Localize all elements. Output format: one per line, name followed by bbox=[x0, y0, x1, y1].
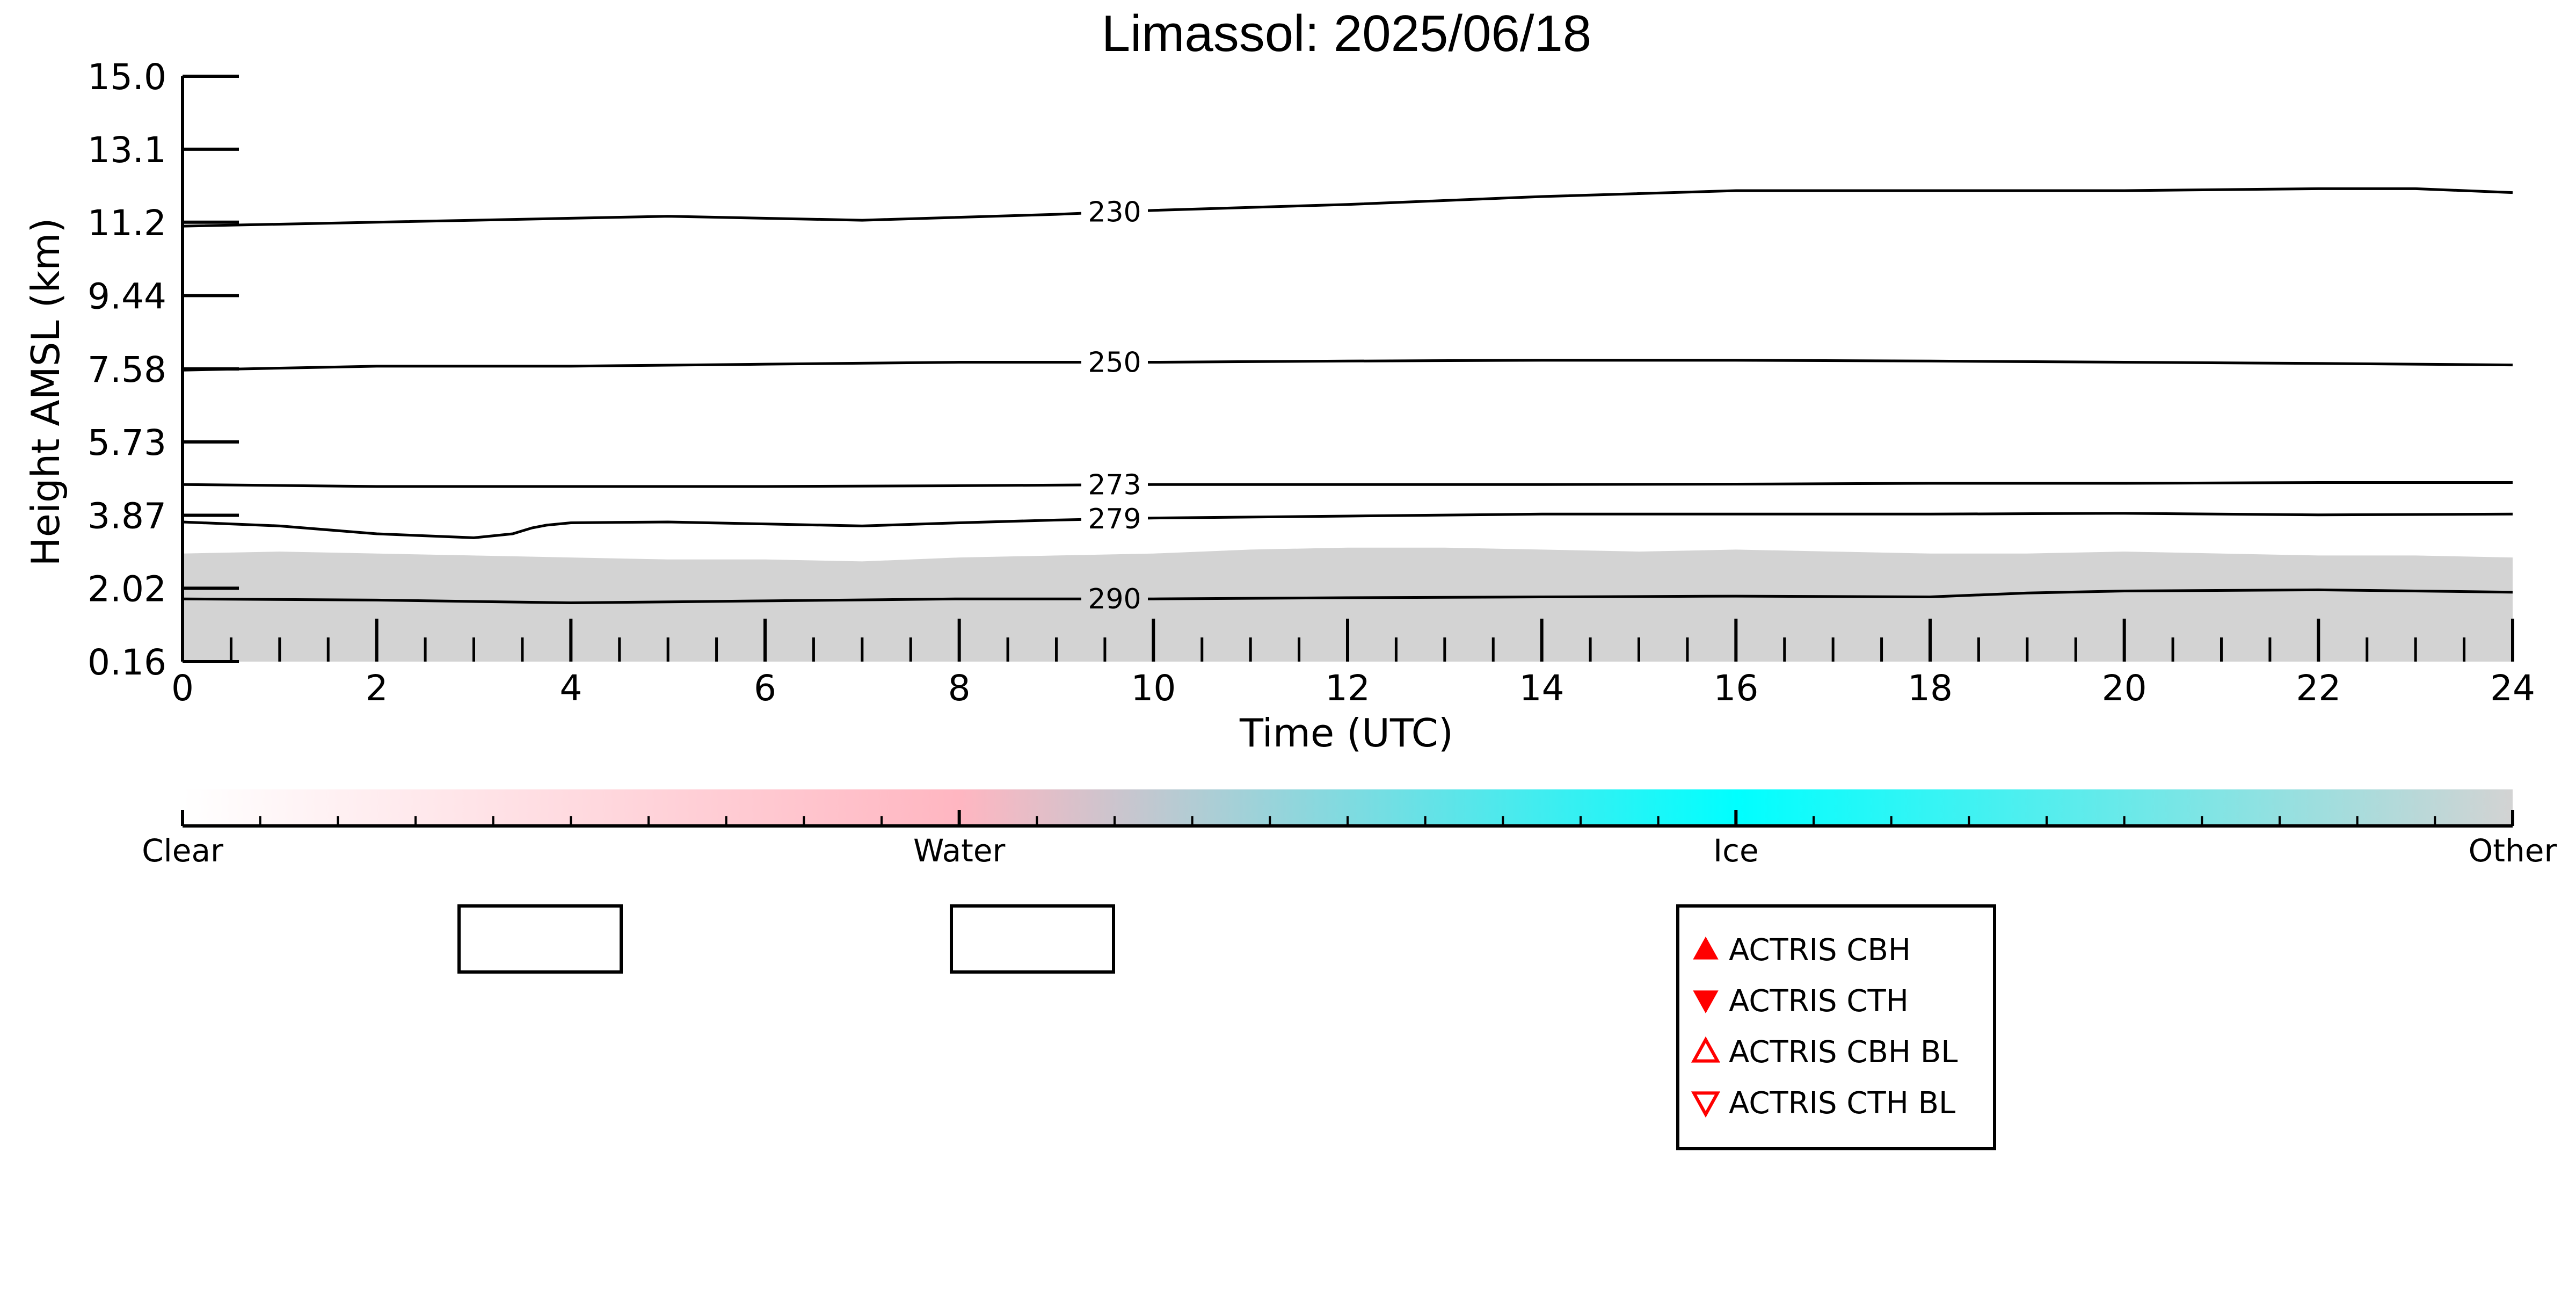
contour-label-290: 290 bbox=[1088, 583, 1141, 615]
contour-line-230 bbox=[182, 187, 2513, 228]
x-tick-label: 16 bbox=[1713, 668, 1758, 709]
x-tick-label: 0 bbox=[171, 668, 194, 709]
legend-label: ACTRIS CTH BL bbox=[1729, 1086, 1955, 1121]
empty-box-middle bbox=[950, 904, 1115, 974]
contour-label-273: 273 bbox=[1088, 469, 1141, 502]
x-tick-label: 24 bbox=[2490, 668, 2535, 709]
contour-label-250: 250 bbox=[1088, 347, 1141, 379]
legend-label: ACTRIS CBH BL bbox=[1729, 1035, 1958, 1070]
colorbar-label-clear: Clear bbox=[142, 832, 223, 869]
x-tick-label: 2 bbox=[366, 668, 388, 709]
contour-line-250 bbox=[182, 359, 2513, 372]
contour-label-230: 230 bbox=[1088, 197, 1141, 229]
y-tick-label: 2.02 bbox=[88, 568, 166, 610]
contour-line-290 bbox=[182, 588, 2513, 605]
contour-label-bg-290 bbox=[1081, 583, 1148, 615]
contour-line-273 bbox=[182, 481, 2513, 488]
x-tick-label: 8 bbox=[948, 668, 971, 709]
empty-legend-boxes bbox=[457, 904, 1115, 974]
contour-label-279: 279 bbox=[1088, 503, 1141, 535]
legend-marker-triangle-up-open bbox=[1691, 1036, 1721, 1063]
y-tick-label: 11.2 bbox=[88, 202, 166, 244]
legend: ACTRIS CBH ACTRIS CTH ACTRIS CBH BL ACTRIS … bbox=[1676, 904, 1996, 1150]
x-tick-label: 20 bbox=[2102, 668, 2147, 709]
x-tick-label: 14 bbox=[1519, 668, 1564, 709]
x-tick-label: 22 bbox=[2296, 668, 2341, 709]
x-tick-label: 10 bbox=[1131, 668, 1176, 709]
legend-label: ACTRIS CBH bbox=[1729, 933, 1911, 968]
contour-label-bg-273 bbox=[1081, 468, 1148, 501]
y-tick-label: 0.16 bbox=[88, 642, 166, 683]
y-axis-label: Height AMSL (km) bbox=[23, 218, 68, 567]
legend-marker-triangle-up-filled bbox=[1693, 936, 1719, 960]
y-tick-label: 15.0 bbox=[88, 56, 166, 98]
x-tick-label: 18 bbox=[1908, 668, 1953, 709]
contour-label-bg-230 bbox=[1081, 195, 1148, 228]
empty-box-left bbox=[457, 904, 623, 974]
y-tick-label: 3.87 bbox=[88, 496, 166, 537]
legend-marker-triangle-down-open bbox=[1691, 1091, 1721, 1118]
contour-label-bg-250 bbox=[1081, 346, 1148, 379]
contour-line-279 bbox=[182, 512, 2513, 539]
chart-title: Limassol: 2025/06/18 bbox=[1102, 5, 1592, 62]
legend-marker-triangle-down-filled bbox=[1693, 990, 1719, 1014]
legend-frame bbox=[1676, 904, 1996, 1150]
x-tick-label: 12 bbox=[1325, 668, 1370, 709]
x-tick-label: 6 bbox=[754, 668, 776, 709]
y-tick-label: 9.44 bbox=[88, 275, 166, 317]
colorbar-label-water: Water bbox=[913, 832, 1006, 869]
colorbar-label-ice: Ice bbox=[1713, 832, 1759, 869]
colorbar-label-other: Other bbox=[2469, 832, 2557, 869]
colorbar: Clear Water Ice Other bbox=[142, 789, 2557, 869]
y-tick-label: 7.58 bbox=[88, 349, 166, 390]
contour-label-bg-279 bbox=[1081, 503, 1148, 535]
x-tick-label: 4 bbox=[559, 668, 582, 709]
x-axis-label: Time (UTC) bbox=[1239, 710, 1453, 756]
legend-label: ACTRIS CTH bbox=[1729, 984, 1909, 1019]
y-tick-label: 13.1 bbox=[88, 129, 166, 171]
y-tick-label: 5.73 bbox=[88, 422, 166, 463]
